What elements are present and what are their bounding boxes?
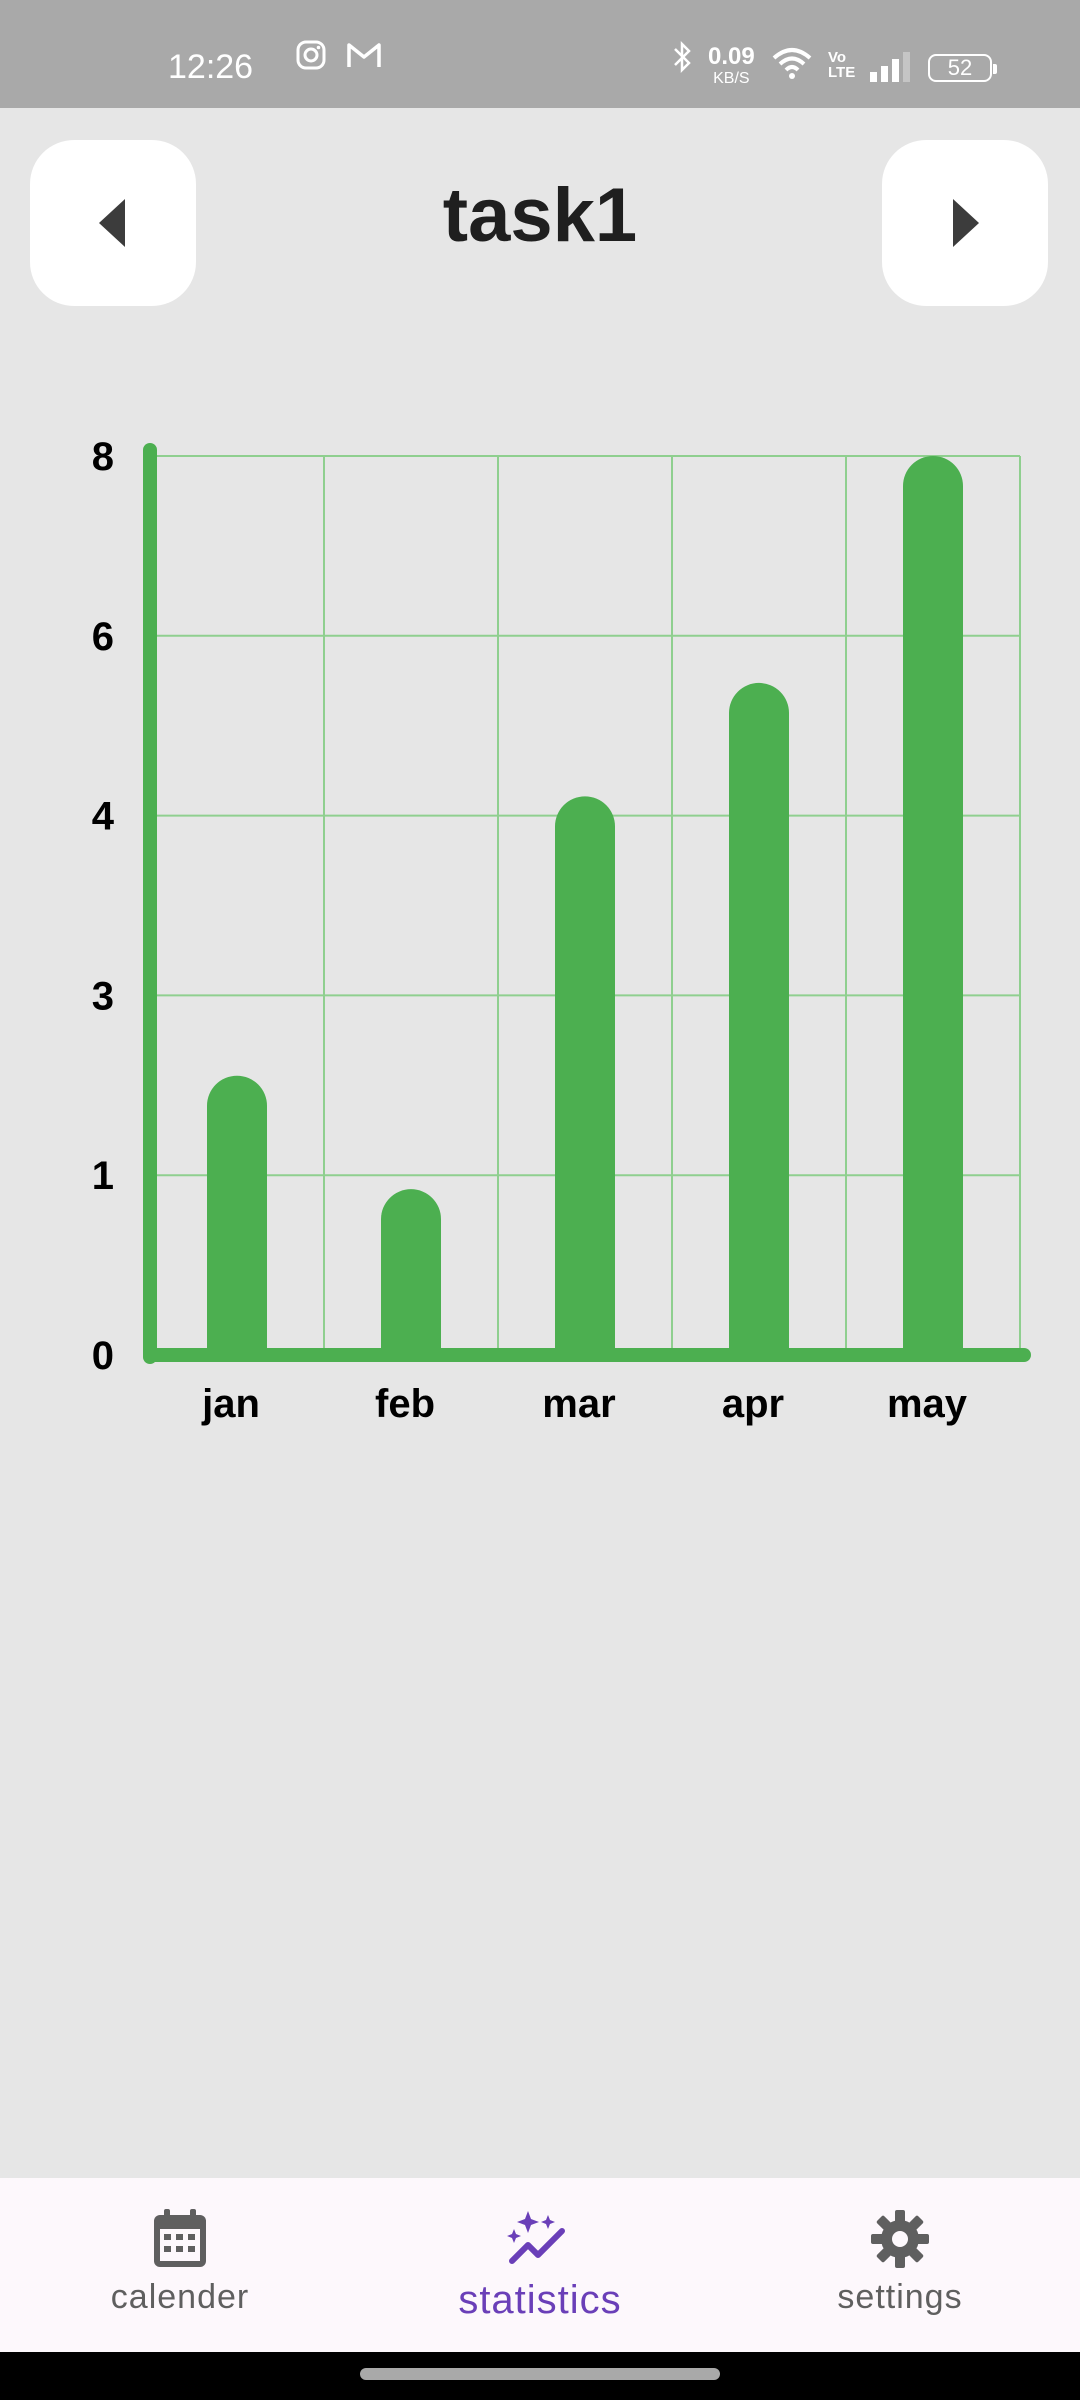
status-time: 12:26 (168, 48, 254, 86)
triangle-right-icon (953, 199, 979, 247)
y-tick-label: 1 (92, 1154, 114, 1198)
nav-label-calender: calender (110, 2278, 250, 2316)
x-category-labels: jan feb mar apr may (201, 1382, 968, 1426)
x-category-label: apr (722, 1382, 784, 1426)
sparkle-trend-icon (506, 2204, 574, 2274)
y-tick-label: 0 (92, 1334, 114, 1378)
bar-feb (381, 1189, 441, 1355)
bar-apr (729, 682, 789, 1355)
triangle-left-icon (99, 199, 125, 247)
bar-may (903, 456, 963, 1355)
volte-indicator: Vo LTE (828, 49, 856, 81)
next-button[interactable] (882, 140, 1048, 306)
signal-icon (870, 50, 914, 87)
network-speed: 0.09 KB/S (708, 43, 755, 90)
speed-value: 0.09 (708, 43, 755, 70)
y-tick-label: 4 (92, 795, 115, 839)
y-tick-label: 8 (92, 435, 114, 479)
bottom-navigation: calender statistics (0, 2178, 1080, 2352)
wifi-icon (770, 46, 814, 85)
speed-unit: KB/S (713, 70, 750, 87)
bar-chart: 0 1 3 4 6 8 jan feb mar apr may (92, 435, 1031, 1426)
gear-icon (870, 2204, 930, 2274)
bar-mar (555, 796, 615, 1355)
system-navigation-bar (0, 2352, 1080, 2400)
x-category-label: jan (201, 1382, 260, 1426)
page-title: task1 (442, 173, 638, 258)
x-category-label: may (887, 1382, 968, 1426)
bar-jan (207, 1075, 267, 1355)
bluetooth-icon (672, 40, 694, 79)
nav-item-settings[interactable]: settings (720, 2178, 1080, 2352)
nav-label-statistics: statistics (458, 2278, 622, 2322)
previous-button[interactable] (30, 140, 196, 306)
x-category-label: feb (375, 1382, 435, 1426)
chart-axes (143, 443, 1031, 1364)
battery-icon: 52 (928, 54, 997, 82)
status-bar: 12:26 0.09 KB/S Vo LTE 52 (0, 0, 1080, 108)
y-tick-label: 3 (92, 974, 114, 1018)
chart-bars (207, 456, 963, 1355)
y-tick-label: 6 (92, 615, 114, 659)
x-category-label: mar (542, 1382, 615, 1426)
instagram-icon (296, 40, 326, 75)
calendar-icon (152, 2204, 208, 2274)
nav-label-settings: settings (837, 2278, 963, 2316)
y-tick-labels: 0 1 3 4 6 8 (92, 435, 115, 1378)
home-indicator[interactable] (360, 2368, 720, 2380)
nav-item-calender[interactable]: calender (0, 2178, 360, 2352)
gmail-icon (346, 40, 382, 75)
nav-item-statistics[interactable]: statistics (360, 2178, 720, 2352)
